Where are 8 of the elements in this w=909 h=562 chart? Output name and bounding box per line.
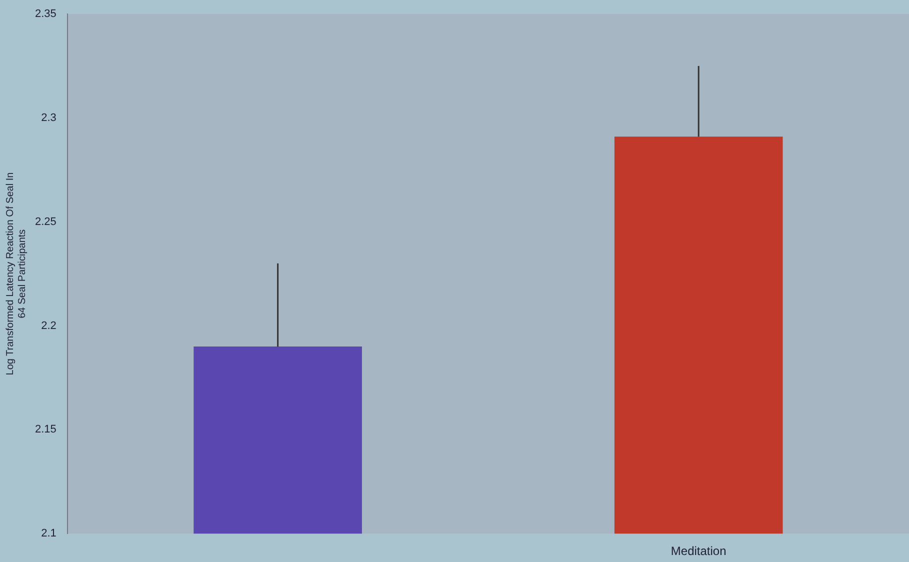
- y-tick-label: 2.2: [41, 320, 56, 332]
- x-tick-label: Meditation: [670, 544, 726, 558]
- y-tick-label: 2.15: [34, 424, 56, 436]
- y-tick-label: 2.35: [34, 8, 56, 20]
- y-tick-label: 2.1: [41, 528, 56, 540]
- y-axis-title: Log Transformed Latency Reaction Of Seal In 64 Seal Participants: [4, 172, 28, 376]
- y-tick-label: 2.25: [34, 216, 56, 228]
- y-tick-label: 2.3: [41, 112, 56, 124]
